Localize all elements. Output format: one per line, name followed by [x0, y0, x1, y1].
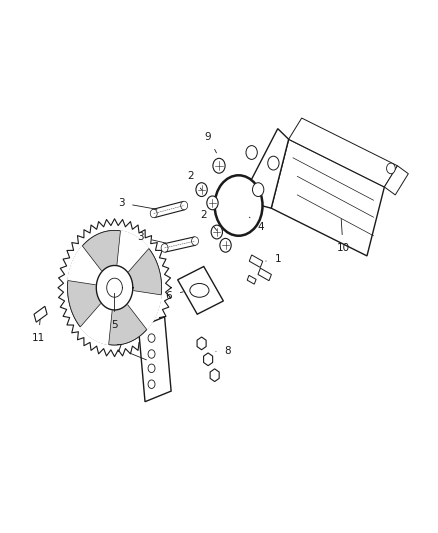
Polygon shape: [34, 306, 47, 322]
Polygon shape: [80, 303, 112, 344]
Text: 5: 5: [111, 293, 118, 330]
Circle shape: [207, 196, 218, 210]
Circle shape: [387, 163, 395, 174]
Circle shape: [220, 238, 231, 252]
Polygon shape: [67, 280, 101, 327]
Circle shape: [148, 380, 155, 389]
Polygon shape: [197, 337, 206, 350]
Polygon shape: [249, 255, 263, 268]
Polygon shape: [117, 231, 149, 272]
Text: 7: 7: [116, 344, 146, 360]
Polygon shape: [204, 353, 212, 366]
Text: 3: 3: [138, 232, 166, 243]
Text: 2: 2: [201, 209, 217, 230]
Polygon shape: [128, 248, 162, 295]
Circle shape: [268, 156, 279, 170]
Circle shape: [148, 364, 155, 373]
Polygon shape: [178, 266, 223, 314]
Polygon shape: [67, 230, 162, 345]
Text: 1: 1: [266, 254, 281, 263]
Polygon shape: [127, 290, 161, 329]
Text: 6: 6: [166, 290, 183, 301]
Text: 11: 11: [32, 319, 45, 343]
Circle shape: [181, 201, 187, 210]
Polygon shape: [216, 201, 226, 212]
Circle shape: [253, 183, 264, 197]
Polygon shape: [107, 278, 122, 297]
Circle shape: [191, 237, 198, 245]
Circle shape: [196, 183, 207, 197]
Polygon shape: [385, 166, 408, 195]
Circle shape: [148, 334, 155, 342]
Polygon shape: [58, 219, 171, 357]
Polygon shape: [271, 139, 385, 256]
Text: 3: 3: [118, 198, 157, 209]
Polygon shape: [153, 201, 185, 217]
Polygon shape: [96, 265, 133, 310]
Ellipse shape: [190, 284, 209, 297]
Polygon shape: [109, 304, 147, 345]
Circle shape: [246, 146, 257, 159]
Circle shape: [213, 158, 225, 173]
Circle shape: [148, 350, 155, 358]
Polygon shape: [258, 268, 272, 281]
Polygon shape: [210, 369, 219, 382]
Polygon shape: [219, 200, 245, 216]
Polygon shape: [247, 276, 256, 284]
Circle shape: [211, 225, 223, 239]
Polygon shape: [68, 246, 102, 285]
Circle shape: [161, 244, 168, 252]
Polygon shape: [82, 230, 120, 271]
Polygon shape: [164, 237, 196, 252]
Ellipse shape: [215, 175, 262, 236]
Text: 9: 9: [205, 132, 216, 153]
Text: 4: 4: [249, 217, 264, 232]
Polygon shape: [138, 317, 171, 402]
Text: 2: 2: [187, 172, 201, 190]
Polygon shape: [289, 118, 397, 187]
Text: 10: 10: [336, 219, 350, 253]
Circle shape: [150, 209, 157, 217]
Polygon shape: [241, 128, 289, 208]
Text: 8: 8: [216, 346, 231, 357]
